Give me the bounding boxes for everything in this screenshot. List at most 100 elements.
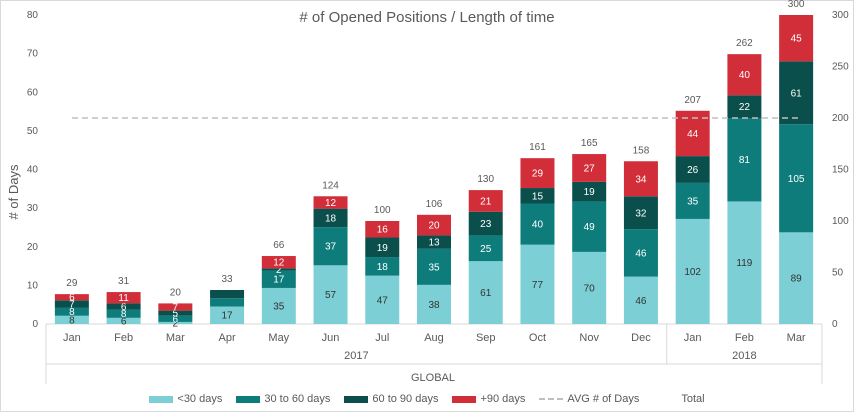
bar-segment--90-days — [623, 161, 658, 197]
bar-segment--90-days — [520, 158, 555, 189]
bar-segment--30-days — [468, 261, 503, 324]
bar-value-label: 5 — [173, 309, 179, 320]
bar-value-label: 46 — [635, 248, 647, 259]
bar-value-label: 57 — [325, 290, 337, 301]
bar-segment--90-days — [417, 214, 451, 236]
bar-segment--30-days — [779, 232, 814, 324]
bar-value-label: 12 — [273, 258, 285, 269]
legend-swatch-30to60 — [236, 395, 261, 403]
bar-value-label: 2 — [173, 318, 179, 329]
bar-segment-60-to-90-days — [261, 268, 296, 271]
x-tick-label: Feb — [735, 332, 754, 344]
legend-item-lt30: <30 days — [149, 393, 222, 405]
year-group-label: 2018 — [732, 350, 756, 362]
y-tick-label: 60 — [27, 87, 39, 98]
bar-segment--90-days — [54, 294, 89, 301]
bar-value-label: 18 — [325, 213, 337, 224]
outer-group-label: GLOBAL — [411, 372, 455, 384]
total-label: 161 — [529, 142, 546, 153]
legend-swatch-lt30 — [149, 395, 174, 403]
bar-value-label: 15 — [532, 191, 544, 202]
bar-segment--90-days — [158, 303, 193, 311]
legend-item-avg: AVG # of Days — [539, 393, 639, 405]
bar-value-label: 70 — [584, 283, 596, 294]
bar-segment--30-days — [727, 201, 762, 324]
bar-segment--90-days — [779, 15, 814, 62]
x-tick-label: May — [268, 332, 289, 344]
bar-value-label: 6 — [69, 293, 75, 304]
bar-value-label: 19 — [377, 243, 389, 254]
bar-segment--30-days — [106, 317, 141, 324]
bar-value-label: 40 — [532, 220, 544, 231]
bar-value-label: 61 — [791, 88, 803, 99]
legend-label-30to60: 30 to 60 days — [264, 393, 331, 405]
total-label: 130 — [477, 174, 494, 185]
bar-segment--90-days — [313, 196, 348, 209]
bar-segment-30-to-60-days — [158, 315, 193, 322]
legend-item-60to90: 60 to 90 days — [344, 393, 438, 405]
x-tick-label: Jul — [375, 332, 389, 344]
legend-label-total: Total — [681, 393, 705, 405]
legend-swatch-total — [653, 396, 677, 403]
bar-value-label: 77 — [532, 280, 544, 291]
total-label: 106 — [426, 199, 443, 210]
y-tick-label: 70 — [27, 49, 39, 60]
bar-segment--90-days — [106, 292, 141, 304]
bar-value-label: 16 — [377, 225, 389, 236]
y-tick-label: 20 — [27, 242, 39, 253]
bar-value-label: 21 — [480, 196, 492, 207]
bar-segment-30-to-60-days — [520, 203, 555, 245]
bar-value-label: 25 — [480, 244, 492, 255]
bar-segment-30-to-60-days — [623, 229, 658, 277]
bar-value-label: 61 — [480, 288, 492, 299]
bar-segment-60-to-90-days — [520, 188, 555, 204]
bar-value-label: 12 — [325, 198, 337, 209]
y-tick-label: 40 — [27, 165, 39, 176]
legend-item-30to60: 30 to 60 days — [236, 393, 330, 405]
legend-label-90plus: +90 days — [480, 393, 526, 405]
x-tick-label: Nov — [579, 332, 599, 344]
bar-value-label: 6 — [173, 314, 179, 325]
bar-value-label: 17 — [273, 275, 285, 286]
bar-segment--30-days — [417, 284, 451, 324]
x-tick-label: Jan — [684, 332, 702, 344]
chart-title: # of Opened Positions / Length of time — [299, 9, 555, 26]
bar-value-label: 6 — [121, 302, 127, 313]
y2-tick-label: 250 — [832, 62, 849, 73]
bar-value-label: 89 — [791, 274, 803, 285]
bar-value-label: 38 — [428, 300, 440, 311]
y-tick-label: 80 — [27, 10, 39, 21]
x-tick-label: Dec — [631, 332, 651, 344]
total-label: 29 — [66, 278, 78, 289]
bar-value-label: 8 — [69, 307, 75, 318]
bar-segment--90-days — [572, 154, 607, 182]
bar-value-label: 11 — [118, 293, 129, 304]
bar-segment--90-days — [468, 190, 503, 212]
bar-value-label: 46 — [635, 296, 647, 307]
bar-value-label: 45 — [791, 34, 803, 45]
bar-segment--90-days — [261, 256, 296, 269]
total-label: 33 — [222, 274, 234, 285]
x-tick-label: Jan — [63, 332, 81, 344]
total-label: 66 — [273, 240, 285, 251]
total-label: 124 — [322, 180, 339, 191]
bar-segment--30-days — [365, 275, 400, 324]
bar-value-label: 27 — [584, 163, 596, 174]
y-tick-label: 10 — [27, 280, 39, 291]
bar-value-label: 34 — [635, 174, 647, 185]
bar-segment-30-to-60-days — [313, 227, 348, 266]
legend-swatch-60to90 — [344, 395, 369, 403]
bar-value-label: 13 — [428, 238, 440, 249]
bar-value-label: 8 — [69, 315, 75, 326]
bar-value-label: 119 — [736, 258, 752, 269]
x-tick-label: Mar — [787, 332, 806, 344]
bar-segment-30-to-60-days — [675, 182, 710, 219]
bar-segment-60-to-90-days — [158, 310, 193, 316]
y-tick-label: 0 — [32, 319, 38, 330]
bar-value-label: 102 — [684, 267, 701, 278]
y-tick-label: 50 — [27, 126, 39, 137]
x-tick-label: Jun — [322, 332, 340, 344]
bar-value-label: 26 — [687, 165, 699, 176]
bar-value-label: 40 — [739, 70, 751, 81]
